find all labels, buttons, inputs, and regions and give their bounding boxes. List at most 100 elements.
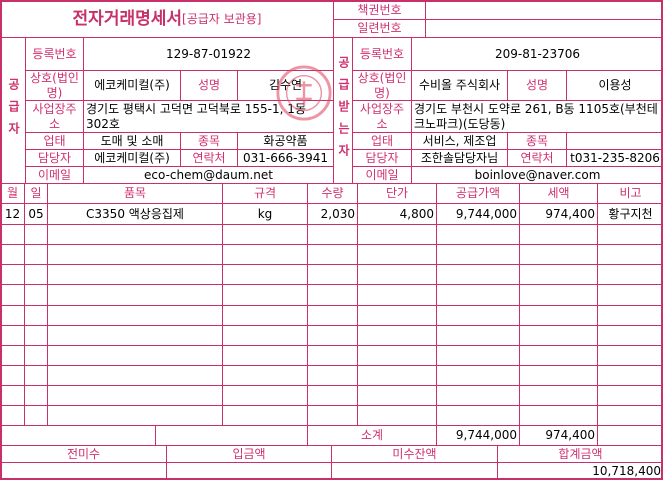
column-header: 공급가액 <box>436 183 520 204</box>
empty-cell <box>307 284 358 306</box>
empty-cell <box>597 224 663 245</box>
empty-cell <box>222 305 308 326</box>
receiver-company: 수비올 주식회사 <box>411 70 508 101</box>
receiver-ceo: 이용성 <box>566 70 663 101</box>
empty-cell <box>357 284 437 306</box>
supplier-phone-label: 연락처 <box>180 149 238 167</box>
receiver-biz-item <box>566 132 663 150</box>
empty-cell <box>519 264 598 285</box>
receiver-address: 경기도 부천시 도약로 261, B동 1105호(부천테크노파크)(도당동) <box>411 100 663 133</box>
empty-cell <box>436 385 520 406</box>
supplier-ceo-label: 성명 <box>180 70 238 101</box>
empty-cell <box>222 405 308 426</box>
column-header: 규격 <box>222 183 308 204</box>
empty-cell <box>47 305 223 326</box>
summary-value <box>0 462 167 480</box>
receiver-email: boinlove@naver.com <box>411 166 663 184</box>
empty-cell <box>24 244 48 265</box>
supplier-biz-type: 도매 및 소매 <box>83 132 181 150</box>
empty-cell <box>597 284 663 306</box>
empty-cell <box>436 224 520 245</box>
empty-cell <box>307 224 358 245</box>
supplier-address-label: 사업장주소 <box>25 100 84 133</box>
empty-cell <box>307 385 358 406</box>
empty-cell <box>0 264 25 285</box>
item-cell: 12 <box>0 203 25 225</box>
empty-cell <box>519 385 598 406</box>
receiver-reg_no-label: 등록번호 <box>352 37 412 71</box>
receiver-address-label: 사업장주소 <box>352 100 412 133</box>
supplier-reg_no-label: 등록번호 <box>25 37 84 71</box>
book-no-value <box>425 0 663 20</box>
subtotal-label: 소계 <box>307 425 437 446</box>
empty-cell <box>597 345 663 366</box>
empty-cell <box>24 325 48 346</box>
item-cell: 4,800 <box>357 203 437 225</box>
empty-cell <box>307 305 358 326</box>
empty-cell <box>0 305 25 326</box>
empty-cell <box>47 244 223 265</box>
item-cell: 05 <box>24 203 48 225</box>
empty-cell <box>24 405 48 426</box>
empty-cell <box>307 325 358 346</box>
empty-cell <box>307 244 358 265</box>
empty-cell <box>357 244 437 265</box>
empty-cell <box>436 284 520 306</box>
supplier-contact-person: 에코케미컬(주) <box>83 149 181 167</box>
empty-cell <box>436 345 520 366</box>
empty-cell <box>357 405 437 426</box>
empty-cell <box>436 305 520 326</box>
item-cell: 2,030 <box>307 203 358 225</box>
empty-cell <box>0 345 25 366</box>
receiver-biz_type-label: 업태 <box>352 132 412 150</box>
empty-cell <box>436 365 520 386</box>
empty-cell <box>357 224 437 245</box>
empty-cell <box>47 365 223 386</box>
supplier-phone: 031-666-3941 <box>237 149 334 167</box>
summary-header: 전미수 <box>0 445 167 463</box>
empty-cell <box>519 224 598 245</box>
empty-cell <box>222 325 308 346</box>
empty-cell <box>47 284 223 306</box>
empty-cell <box>222 284 308 306</box>
empty-cell <box>436 405 520 426</box>
title-cell: 전자거래명세서 [공급자 보관용] <box>0 0 334 38</box>
supplier-contact_person-label: 담당자 <box>25 149 84 167</box>
supplier-biz-item: 화공약품 <box>237 132 334 150</box>
summary-value: 10,718,400 <box>497 462 663 480</box>
column-header: 일 <box>24 183 48 204</box>
empty-cell <box>47 345 223 366</box>
empty-cell <box>47 385 223 406</box>
receiver-company-label: 상호(법인명) <box>352 70 412 101</box>
empty-cell <box>307 365 358 386</box>
receiver-email-label: 이메일 <box>352 166 412 184</box>
empty-cell <box>0 385 25 406</box>
subtotal-tax: 974,400 <box>519 425 598 446</box>
receiver-contact_person-label: 담당자 <box>352 149 412 167</box>
empty-cell <box>24 264 48 285</box>
summary-header: 입금액 <box>166 445 332 463</box>
column-header: 월 <box>0 183 25 204</box>
empty-cell <box>307 345 358 366</box>
empty-cell <box>519 284 598 306</box>
supplier-biz_type-label: 업태 <box>25 132 84 150</box>
summary-value <box>331 462 498 480</box>
empty-cell <box>24 385 48 406</box>
empty-cell <box>357 365 437 386</box>
summary-header: 미수잔액 <box>331 445 498 463</box>
empty-cell <box>357 385 437 406</box>
item-cell: 황구지천 <box>597 203 663 225</box>
empty-cell <box>519 365 598 386</box>
empty-cell <box>0 244 25 265</box>
empty-cell <box>222 264 308 285</box>
receiver-biz-item-label: 종목 <box>507 132 567 150</box>
receiver-phone-label: 연락처 <box>507 149 567 167</box>
supplier-vertical-label: 공급자 <box>0 37 26 184</box>
empty-cell <box>0 365 25 386</box>
empty-cell <box>222 224 308 245</box>
empty-cell <box>222 345 308 366</box>
empty-cell <box>597 305 663 326</box>
empty-cell <box>597 325 663 346</box>
subtotal-blank <box>155 425 308 446</box>
